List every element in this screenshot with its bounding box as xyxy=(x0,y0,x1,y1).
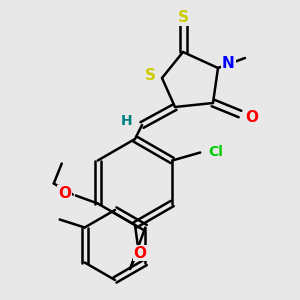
Text: O: O xyxy=(245,110,258,124)
Text: H: H xyxy=(120,114,132,128)
Text: Cl: Cl xyxy=(208,146,223,160)
Text: O: O xyxy=(58,186,71,201)
Text: S: S xyxy=(145,68,156,82)
Text: S: S xyxy=(178,11,188,26)
Text: N: N xyxy=(222,56,235,71)
Text: O: O xyxy=(134,245,146,260)
